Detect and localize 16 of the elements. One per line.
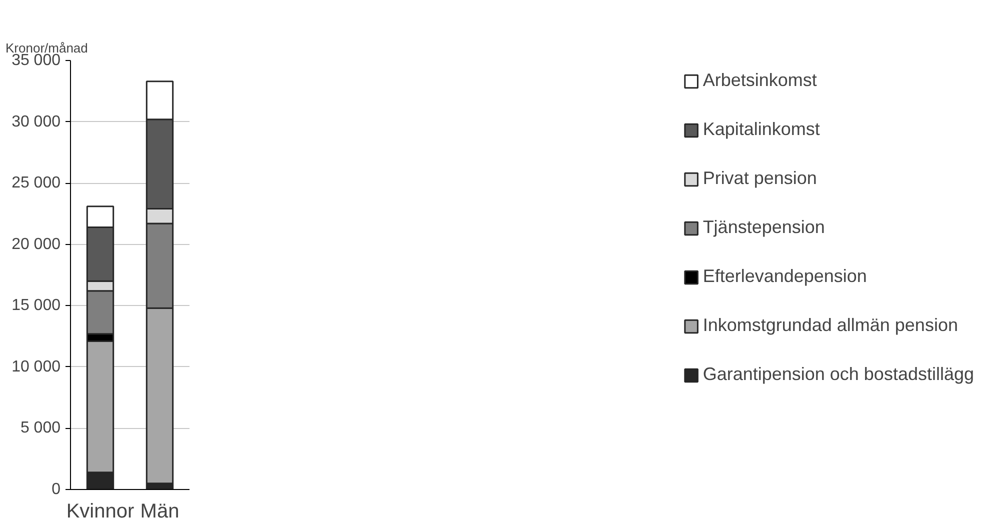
x-tick-label: Kvinnor: [66, 500, 134, 522]
x-tick-label: Män: [140, 500, 180, 522]
legend-label: Garantipension och bostadstillägg: [702, 364, 974, 385]
y-tick-label: 0: [52, 481, 61, 498]
legend-label: Privat pension: [702, 168, 817, 189]
y-tick-label: 30 000: [12, 113, 61, 130]
legend-label: Arbetsinkomst: [702, 70, 817, 91]
y-tick-label: 25 000: [12, 174, 61, 192]
y-tick-label: 10 000: [12, 358, 61, 376]
legend-label: Inkomstgrundad allmän pension: [702, 315, 958, 336]
legend-label: Kapitalinkomst: [702, 119, 820, 140]
y-tick-label: 20 000: [12, 236, 61, 253]
legend-label: Efterlevandepension: [702, 266, 867, 287]
y-tick-label: 15 000: [12, 297, 61, 314]
y-tick-label: 5 000: [20, 420, 61, 437]
legend-label: Tjänstepension: [702, 217, 825, 238]
